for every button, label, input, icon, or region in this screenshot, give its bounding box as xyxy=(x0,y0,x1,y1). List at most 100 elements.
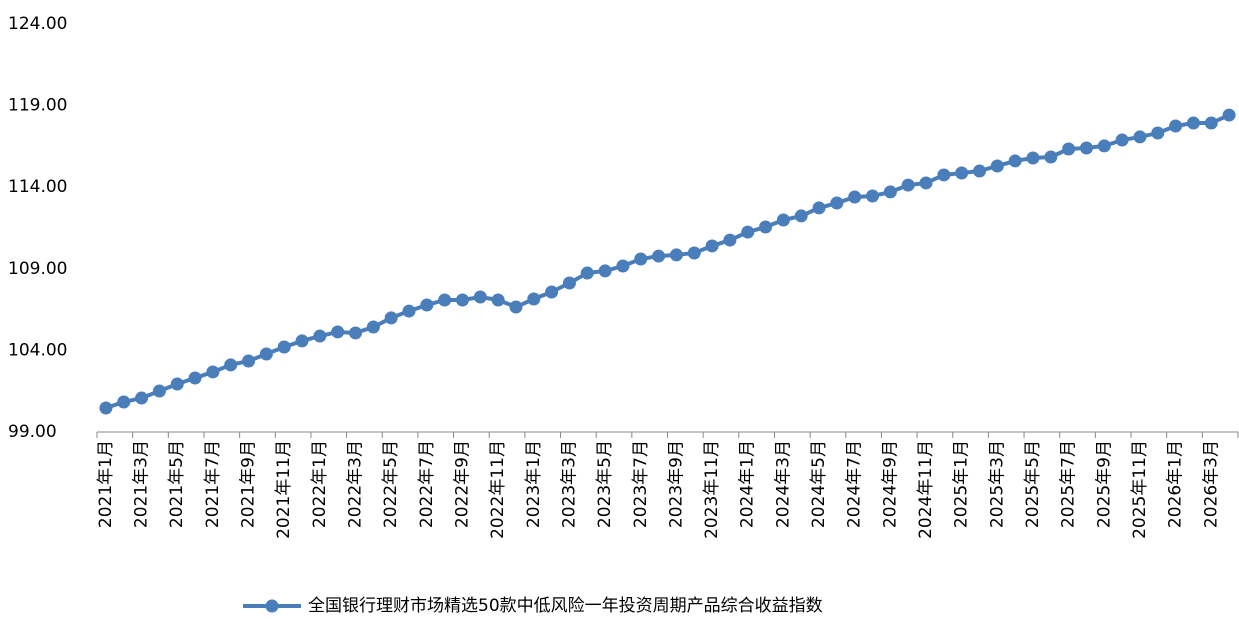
point xyxy=(1169,119,1183,133)
x-tick-label: 2021年5月 xyxy=(167,440,187,528)
point xyxy=(152,384,166,398)
point xyxy=(420,298,434,312)
point xyxy=(1044,150,1058,164)
point xyxy=(170,377,184,391)
point xyxy=(438,293,452,307)
point xyxy=(1062,142,1076,156)
point xyxy=(1204,116,1218,130)
x-tick-label: 2021年11月 xyxy=(274,440,294,539)
point xyxy=(331,325,345,339)
point xyxy=(705,239,719,253)
x-tick-label: 2024年9月 xyxy=(880,440,900,528)
point xyxy=(794,209,808,223)
point xyxy=(972,164,986,178)
point xyxy=(1151,126,1165,140)
point xyxy=(652,249,666,263)
x-tick-label: 2021年7月 xyxy=(203,440,223,528)
y-tick-label: 114.00 xyxy=(8,177,67,197)
point xyxy=(669,248,683,262)
y-tick-label: 104.00 xyxy=(8,340,67,360)
x-tick-label: 2025年7月 xyxy=(1059,440,1079,528)
point xyxy=(1133,130,1147,144)
series-line xyxy=(105,113,1230,410)
point xyxy=(830,196,844,210)
point xyxy=(349,326,363,340)
point xyxy=(491,293,505,307)
point xyxy=(135,391,149,405)
point xyxy=(206,365,220,379)
point xyxy=(616,259,630,273)
x-tick-label: 2024年3月 xyxy=(773,440,793,528)
x-tick-label: 2025年11月 xyxy=(1130,440,1150,539)
x-tick-label: 2024年5月 xyxy=(809,440,829,528)
point xyxy=(242,354,256,368)
point xyxy=(901,178,915,192)
point xyxy=(919,176,933,190)
point xyxy=(295,334,309,348)
point xyxy=(883,185,897,199)
point xyxy=(580,266,594,280)
point xyxy=(1079,141,1093,155)
point xyxy=(812,201,826,215)
point xyxy=(1008,154,1022,168)
point xyxy=(277,340,291,354)
point xyxy=(366,320,380,334)
legend-label: 全国银行理财市场精选50款中低风险一年投资周期产品综合收益指数 xyxy=(308,596,823,616)
x-tick-label: 2023年7月 xyxy=(631,440,651,528)
point xyxy=(848,190,862,204)
point xyxy=(545,285,559,299)
point xyxy=(455,293,469,307)
point xyxy=(527,292,541,306)
point xyxy=(384,311,398,325)
point xyxy=(562,276,576,290)
x-tick-label: 2021年1月 xyxy=(96,440,116,528)
x-tick-label: 2022年11月 xyxy=(488,440,508,539)
y-tick-label: 109.00 xyxy=(8,259,67,279)
point xyxy=(759,220,773,234)
x-tick-label: 2025年1月 xyxy=(952,440,972,528)
point xyxy=(259,347,273,361)
x-tick-label: 2021年3月 xyxy=(132,440,152,528)
x-tick-label: 2022年7月 xyxy=(417,440,437,528)
point xyxy=(687,246,701,260)
point xyxy=(99,401,113,415)
point xyxy=(1097,139,1111,153)
legend-marker xyxy=(265,599,279,613)
point xyxy=(598,264,612,278)
y-tick-label: 99.00 xyxy=(8,422,57,442)
x-tick-label: 2021年9月 xyxy=(239,440,259,528)
point xyxy=(776,213,790,227)
point xyxy=(1115,133,1129,147)
x-tick-label: 2023年5月 xyxy=(595,440,615,528)
point xyxy=(1026,151,1040,165)
point xyxy=(723,233,737,247)
point xyxy=(313,329,327,343)
point xyxy=(937,168,951,182)
x-tick-label: 2023年11月 xyxy=(702,440,722,539)
x-tick-label: 2022年5月 xyxy=(381,440,401,528)
x-tick-label: 2023年3月 xyxy=(559,440,579,528)
point xyxy=(473,290,487,304)
point xyxy=(1222,108,1236,122)
x-tick-label: 2022年3月 xyxy=(346,440,366,528)
point xyxy=(741,225,755,239)
point xyxy=(402,304,416,318)
x-tick-label: 2022年9月 xyxy=(452,440,472,528)
point xyxy=(188,371,202,385)
x-tick-label: 2026年3月 xyxy=(1201,440,1221,528)
point xyxy=(1186,116,1200,130)
x-tick-label: 2023年1月 xyxy=(524,440,544,528)
point xyxy=(955,166,969,180)
x-tick-label: 2024年1月 xyxy=(738,440,758,528)
point xyxy=(990,159,1004,173)
point xyxy=(866,189,880,203)
x-tick-label: 2025年3月 xyxy=(987,440,1007,528)
point xyxy=(509,300,523,314)
x-tick-label: 2025年5月 xyxy=(1023,440,1043,528)
x-tick-label: 2023年9月 xyxy=(666,440,686,528)
point xyxy=(117,395,131,409)
point xyxy=(634,252,648,266)
x-tick-label: 2022年1月 xyxy=(310,440,330,528)
y-tick-label: 119.00 xyxy=(8,96,67,116)
